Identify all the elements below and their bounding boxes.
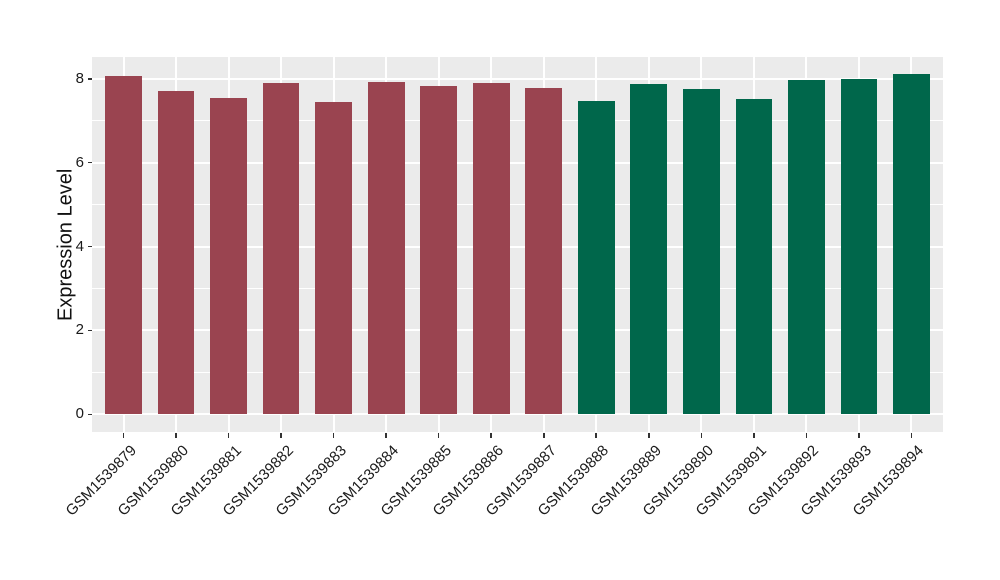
bar-GSM1539888 <box>577 100 615 415</box>
bar-GSM1539889 <box>630 84 668 415</box>
bar-GSM1539881 <box>210 98 247 415</box>
gridline-minor-y-3 <box>92 288 943 290</box>
gridline-minor-y-1 <box>92 371 943 373</box>
y-tick-mark-4 <box>88 245 92 248</box>
bar-GSM1539883 <box>315 102 353 415</box>
bar-GSM1539879 <box>105 76 142 415</box>
bar-GSM1539892 <box>788 80 825 415</box>
y-tick-label-4: 4 <box>75 237 84 255</box>
gridline-major-y-2 <box>92 329 943 332</box>
gridline-major-y-0 <box>92 413 943 416</box>
x-tick-mark-GSM1539893 <box>858 433 860 438</box>
bar-GSM1539891 <box>735 98 773 415</box>
bar-GSM1539894 <box>893 74 930 415</box>
y-tick-label-8: 8 <box>75 69 84 87</box>
bar-GSM1539885 <box>420 85 458 415</box>
bar-GSM1539880 <box>157 91 195 415</box>
x-tick-mark-GSM1539889 <box>648 433 650 438</box>
x-tick-mark-GSM1539881 <box>227 433 230 438</box>
x-tick-mark-GSM1539894 <box>910 433 913 438</box>
y-tick-mark-6 <box>88 161 92 164</box>
gridline-minor-y-7 <box>92 120 943 122</box>
x-tick-mark-GSM1539879 <box>122 433 125 438</box>
y-tick-mark-2 <box>88 329 92 332</box>
x-tick-mark-GSM1539883 <box>332 433 335 438</box>
bar-GSM1539884 <box>367 82 405 415</box>
gridline-major-y-4 <box>92 245 943 248</box>
x-tick-mark-GSM1539892 <box>805 433 808 438</box>
bar-GSM1539890 <box>682 89 720 415</box>
x-tick-mark-GSM1539888 <box>595 433 598 438</box>
gridline-major-y-6 <box>92 161 943 164</box>
y-tick-mark-0 <box>88 413 92 416</box>
bar-GSM1539882 <box>262 83 300 415</box>
x-tick-mark-GSM1539887 <box>542 433 545 438</box>
y-tick-label-2: 2 <box>75 321 84 339</box>
bar-GSM1539887 <box>525 88 563 415</box>
x-tick-mark-GSM1539884 <box>385 433 387 438</box>
plot-panel <box>92 57 943 432</box>
y-tick-label-6: 6 <box>75 153 84 171</box>
y-tick-label-0: 0 <box>75 405 84 423</box>
x-tick-mark-GSM1539891 <box>753 433 755 438</box>
bar-GSM1539893 <box>840 79 878 415</box>
y-tick-mark-8 <box>88 78 92 80</box>
gridline-major-y-8 <box>92 77 943 80</box>
x-tick-mark-GSM1539882 <box>280 433 282 438</box>
x-tick-mark-GSM1539880 <box>175 433 177 438</box>
x-tick-mark-GSM1539885 <box>437 433 440 438</box>
bar-GSM1539886 <box>472 83 510 415</box>
x-tick-mark-GSM1539890 <box>700 433 703 438</box>
x-tick-mark-GSM1539886 <box>490 433 493 438</box>
gridline-minor-y-5 <box>92 204 943 206</box>
